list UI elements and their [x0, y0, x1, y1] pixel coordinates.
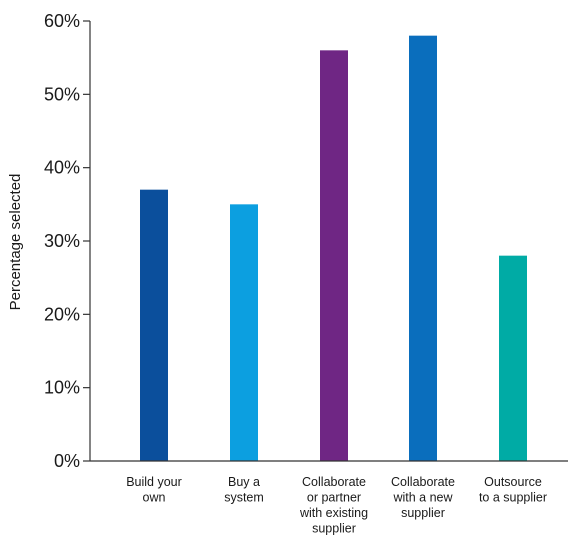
y-tick-label: 40% [44, 158, 80, 178]
x-category-label: Build your own [126, 475, 182, 505]
x-category-label: Buy a system [224, 475, 264, 505]
y-axis: 0% 10% 20% 30% 40% 50% 60% [44, 11, 91, 471]
x-category-label: Outsource to a supplier [479, 475, 547, 505]
y-tick-label: 20% [44, 304, 80, 324]
bar [499, 255, 527, 461]
bar [230, 204, 258, 462]
bars [140, 35, 527, 462]
bar [320, 50, 348, 461]
x-category-label: Collaborate with a new supplier [391, 475, 455, 520]
y-tick-label: 60% [44, 11, 80, 31]
x-category-label: Collaborate or partner with existing suppli… [299, 475, 368, 536]
x-axis: Build your own Buy a system Collaborate or pa… [90, 460, 568, 536]
y-tick-label: 30% [44, 231, 80, 251]
y-tick-label: 10% [44, 378, 80, 398]
bar [140, 189, 168, 461]
y-tick-label: 0% [54, 451, 80, 471]
y-tick-label: 50% [44, 84, 80, 104]
bar [409, 35, 437, 462]
y-axis-title: Percentage selected [7, 174, 24, 311]
